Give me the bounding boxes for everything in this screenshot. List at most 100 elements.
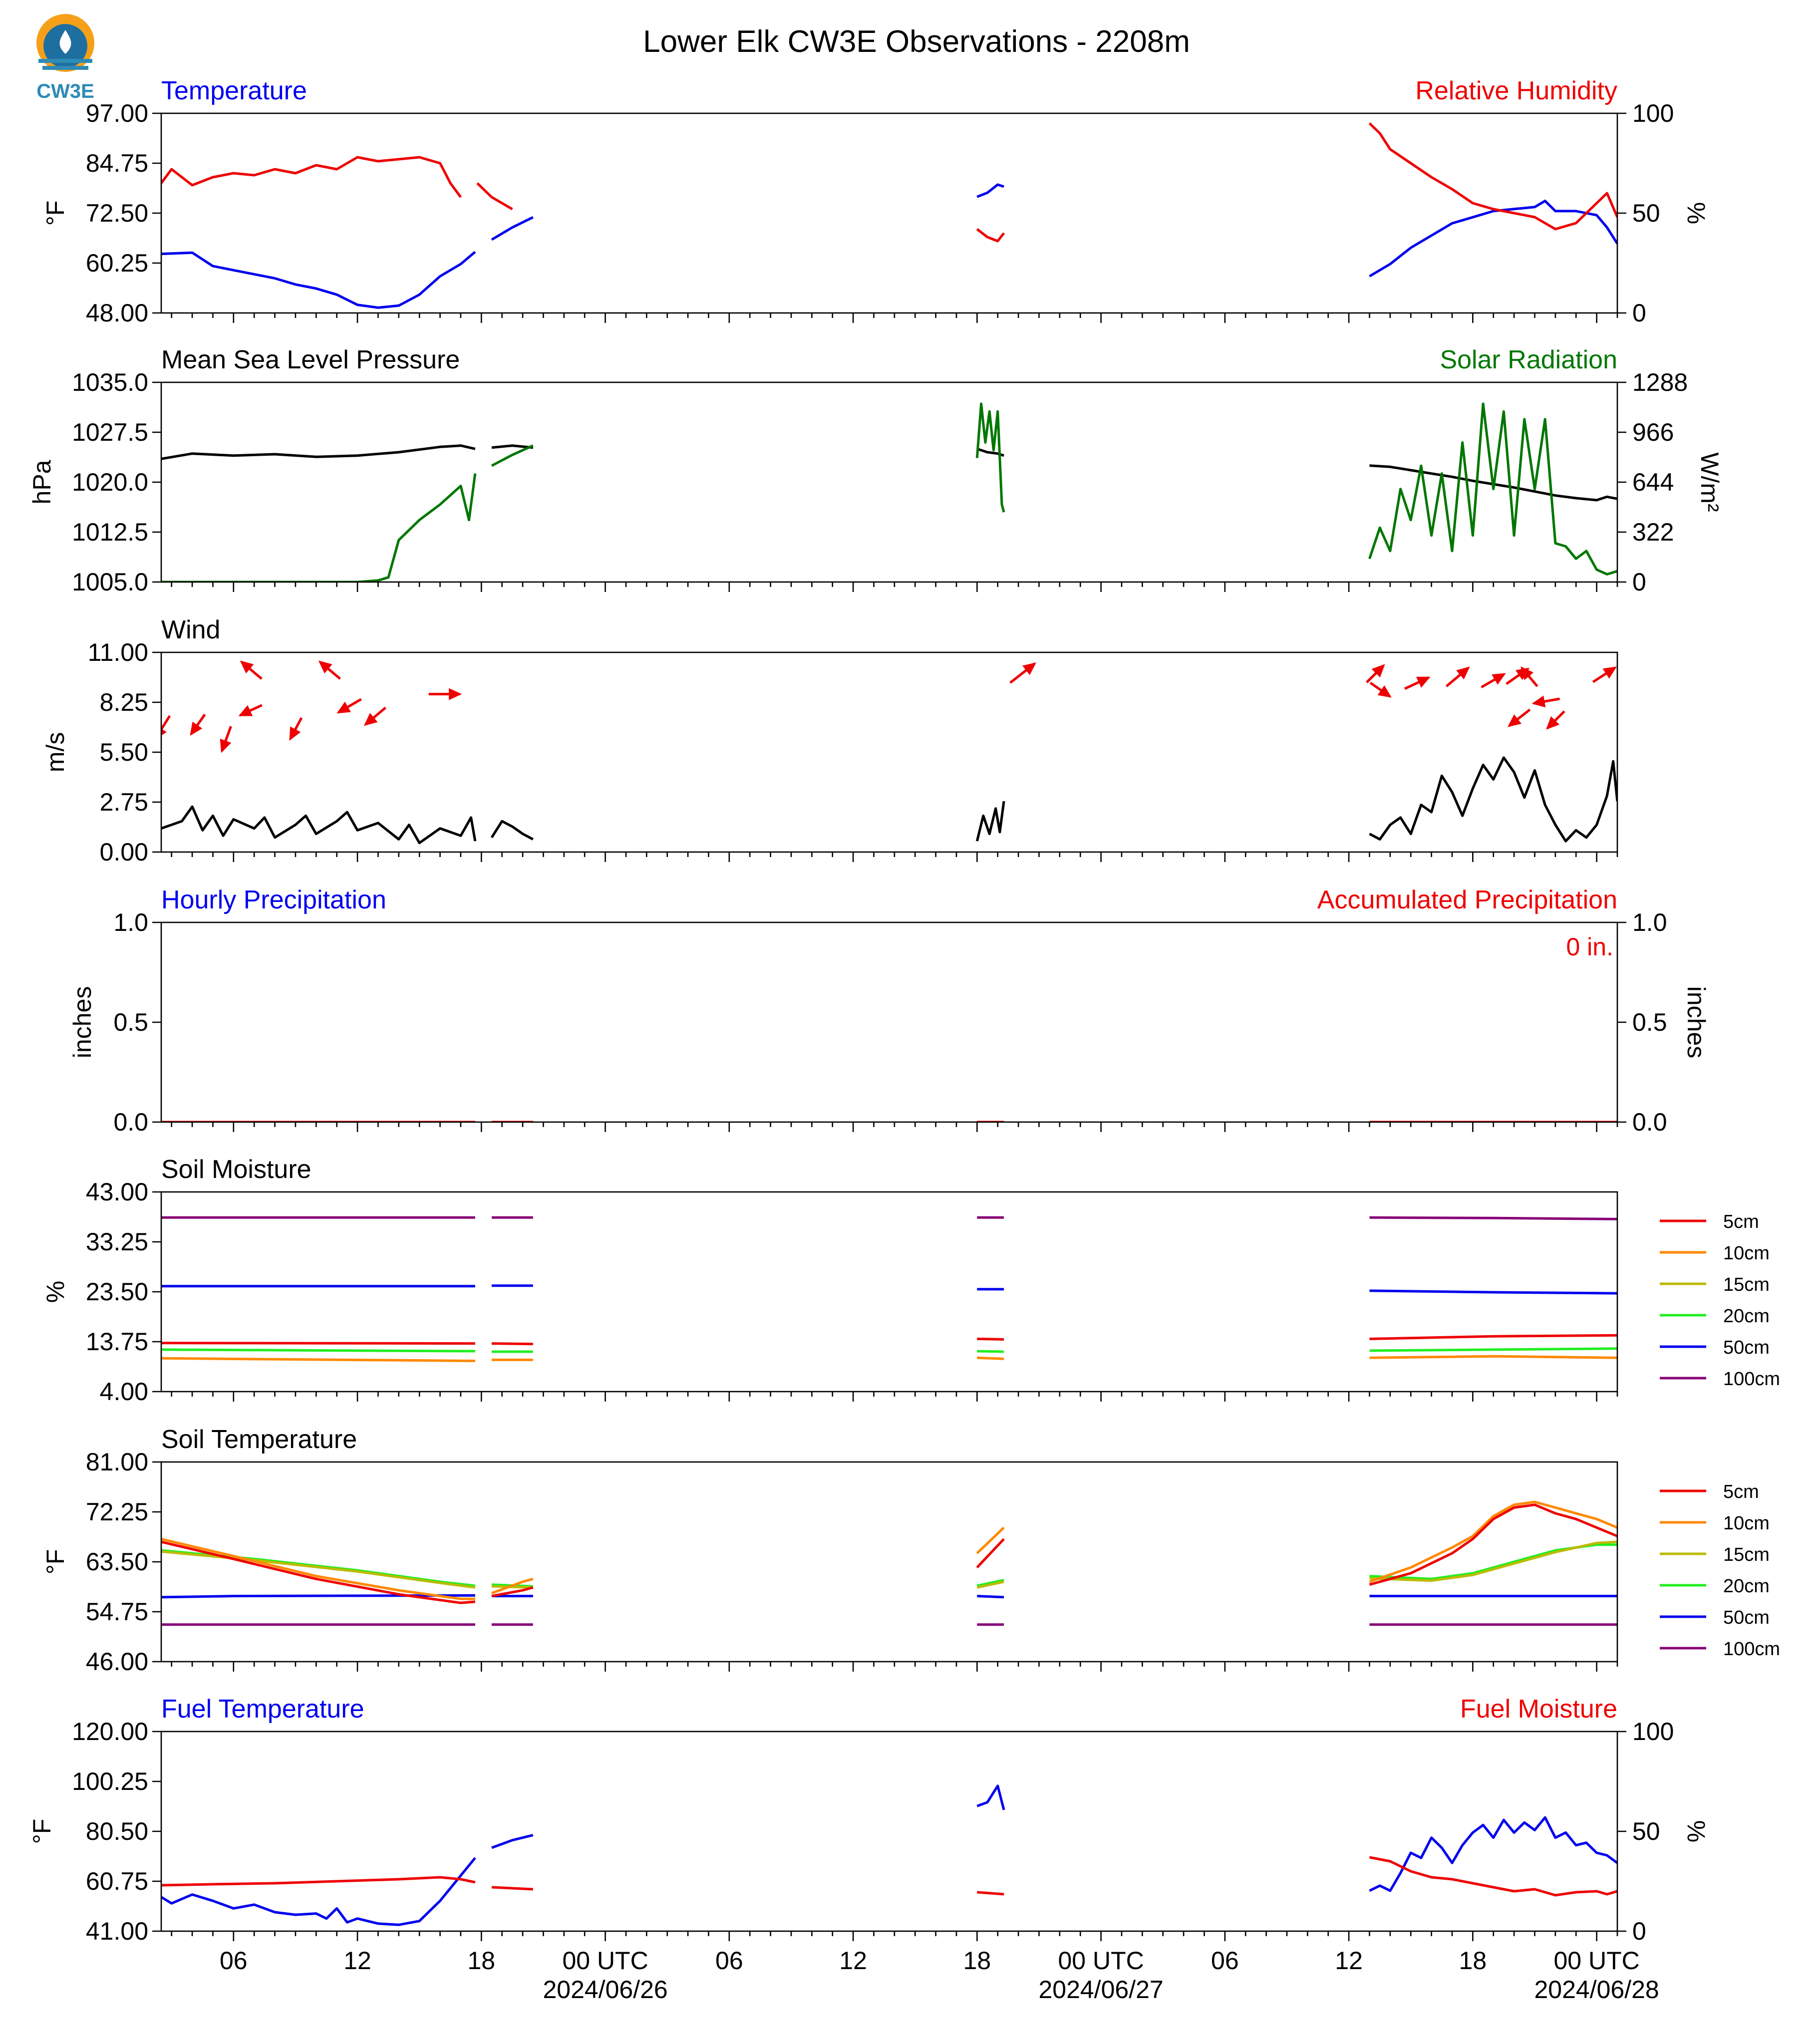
series-1-segment-3 [1368,122,1617,231]
y-tick-label: 120.00 [72,1718,148,1745]
y-tick-label: 100.25 [72,1767,148,1795]
y-right-axis-label: inches [1682,986,1710,1059]
wind-arrow-head [1456,666,1470,680]
x-tick-label: 18 [468,1947,496,1975]
y-right-axis-label: % [1682,202,1710,224]
series-5-segment-0 [161,1540,476,1604]
series-1-segment-1 [491,1886,533,1891]
y-right-tick-label: 0 [1632,1917,1646,1945]
series-0-segment-3 [1369,756,1617,843]
legend-label: 5cm [1723,1481,1759,1502]
wind-arrow-9 [428,688,462,700]
accumulated-total-annotation: 0 in. [1566,933,1613,961]
y-tick-label: 5.50 [100,738,148,766]
y-tick-label: 1005.0 [72,568,148,596]
panel-title-left: Hourly Precipitation [161,885,386,914]
series-4-segment-2 [977,1356,1004,1360]
y-right-axis-label: % [1682,1820,1710,1842]
y-tick-label: 81.00 [86,1448,148,1476]
y-right-tick-label: 0.0 [1632,1108,1667,1136]
series-1-segment-3 [1369,1289,1617,1295]
series-1-segment-2 [977,1595,1004,1599]
series-5-segment-2 [976,1538,1005,1569]
series-4-segment-1 [491,1577,534,1595]
wind-arrow-head [1602,666,1617,679]
wind-arrow-14 [1445,666,1470,687]
legend-label: 10cm [1723,1243,1770,1264]
series-0-segment-3 [1369,1816,1617,1892]
logo-text: CW3E [36,80,94,102]
wind-arrow-13 [1404,676,1431,690]
legend-label: 5cm [1723,1211,1759,1232]
plot-frame [160,921,1618,1123]
series-0-segment-0 [161,1857,476,1926]
series-1-segment-3 [1368,402,1617,576]
y-tick-label: 0.00 [100,838,148,866]
y-tick-label: 8.25 [100,688,148,716]
x-tick-label: 18 [963,1947,991,1975]
x-date-label: 2024/06/27 [1038,1976,1163,2004]
wind-arrow-head [190,721,203,736]
legend-label: 100cm [1723,1639,1780,1660]
series-4-segment-3 [1369,1500,1617,1583]
legend: 5cm 10cm 15cm 20cm 50cm 100cm [1660,1481,1780,1660]
legend-label: 10cm [1723,1513,1770,1534]
series-3-segment-0 [161,1550,476,1589]
panel-title-left: Mean Sea Level Pressure [161,345,460,374]
y-right-tick-label: 50 [1632,1817,1660,1845]
panel-title-left: Temperature [161,76,307,105]
plot-frame [160,112,1618,314]
y-tick-label: 41.00 [86,1917,148,1945]
y-axis-label: °F [41,1549,69,1575]
plot-frame [160,1731,1618,1932]
series-1-segment-0 [161,1876,476,1887]
series-0-segment-3 [1369,200,1617,278]
wind-arrow-head [449,688,462,700]
wind-arrow-18 [1520,666,1538,687]
series-0-segment-1 [491,444,534,449]
plot-frame [160,381,1618,583]
wind-arrow-head [1520,666,1534,680]
figure-title: Lower Elk CW3E Observations - 2208m [643,24,1190,59]
wind-arrow-head [1371,664,1385,678]
series-0-segment-1 [491,216,534,241]
series-0-segment-0 [161,444,476,460]
legend-label: 15cm [1723,1274,1770,1295]
y-tick-label: 1012.5 [72,518,148,546]
x-tick-label: 06 [1211,1947,1239,1975]
series-group [161,1216,1617,1362]
panel-0: Temperature Relative Humidity 48.00 60.25 72… [41,76,1710,327]
wind-arrow-11 [1366,664,1385,683]
series-group [161,1784,1617,1926]
series-0-segment-2 [976,183,1004,198]
wind-arrow-head [238,705,253,716]
x-tick-label: 00 UTC [1058,1947,1144,1975]
series-1-segment-0 [161,473,477,582]
series-2-segment-3 [1369,1543,1617,1580]
y-tick-label: 2.75 [100,788,148,816]
wind-arrow-head [289,726,301,741]
wind-arrow-15 [1481,673,1506,689]
y-axis-label: % [41,1281,69,1303]
series-5-segment-3 [1369,1503,1617,1586]
y-tick-label: 60.75 [86,1867,148,1895]
wind-arrow-5 [240,660,263,680]
wind-arrow-head [1022,662,1036,675]
plot-frame [160,651,1618,853]
y-right-tick-label: 1288 [1632,368,1688,396]
panel-2: Wind 0.00 2.75 5.50 8.25 11.00 m/s [41,615,1618,866]
x-tick-label: 12 [1335,1947,1363,1975]
wind-arrow-17 [1508,708,1531,727]
legend-label: 100cm [1723,1369,1780,1390]
series-1-segment-0 [161,156,462,198]
series-3-segment-0 [161,1348,475,1353]
y-tick-label: 33.25 [86,1228,148,1256]
y-tick-label: 0.0 [113,1108,148,1136]
wind-arrow-head [220,738,232,753]
series-3-segment-2 [977,1350,1004,1353]
legend: 5cm 10cm 15cm 20cm 50cm 100cm [1660,1211,1780,1390]
wind-arrow-4 [289,717,303,741]
y-tick-label: 1035.0 [72,368,148,396]
